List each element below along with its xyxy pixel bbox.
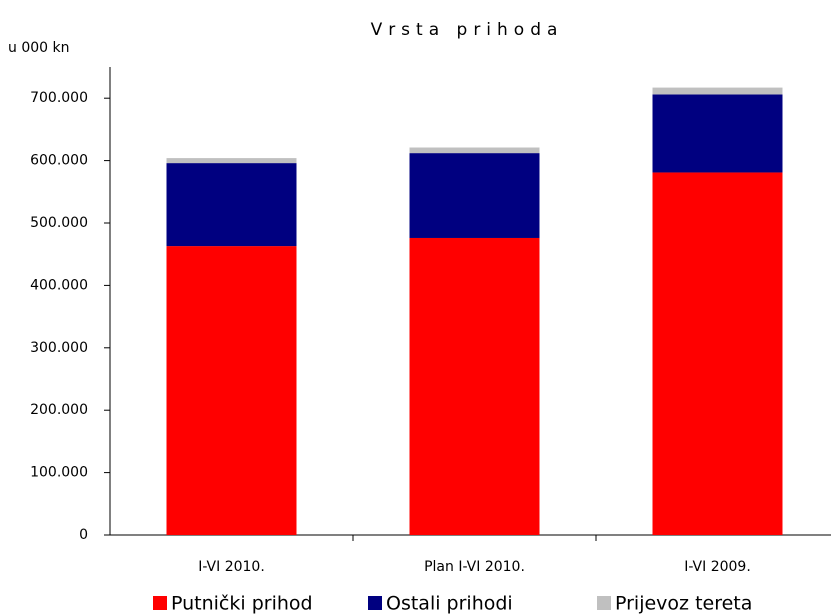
y-tick-label: 600.000 bbox=[30, 153, 88, 169]
x-tick-label: I-VI 2010. bbox=[198, 559, 265, 575]
y-tick-label: 700.000 bbox=[30, 90, 88, 106]
legend-label: Putnički prihod bbox=[171, 593, 313, 614]
bar-segment bbox=[409, 237, 540, 535]
legend-swatch bbox=[368, 596, 382, 610]
legend-swatch bbox=[153, 596, 167, 610]
bar-segment bbox=[166, 163, 297, 247]
y-axis-label: u 000 kn bbox=[8, 40, 69, 56]
bar-segment bbox=[652, 87, 783, 95]
bar-segment bbox=[652, 94, 783, 173]
y-tick-label: 0 bbox=[79, 527, 88, 543]
x-tick-label: I-VI 2009. bbox=[684, 559, 751, 575]
chart-title: Vrsta prihoda bbox=[371, 20, 564, 40]
y-tick-label: 400.000 bbox=[30, 277, 88, 293]
bar-segment bbox=[409, 147, 540, 154]
bar-segment bbox=[652, 172, 783, 535]
y-tick-label: 500.000 bbox=[30, 215, 88, 231]
y-tick-label: 100.000 bbox=[30, 465, 88, 481]
legend-swatch bbox=[597, 596, 611, 610]
bar-segment bbox=[166, 158, 297, 164]
y-tick-label: 200.000 bbox=[30, 402, 88, 418]
legend-label: Ostali prihodi bbox=[386, 593, 513, 614]
bar-segment bbox=[166, 246, 297, 535]
x-tick-label: Plan I-VI 2010. bbox=[424, 559, 525, 575]
y-tick-label: 300.000 bbox=[30, 340, 88, 356]
bar-segment bbox=[409, 153, 540, 238]
legend-label: Prijevoz tereta bbox=[615, 593, 752, 614]
